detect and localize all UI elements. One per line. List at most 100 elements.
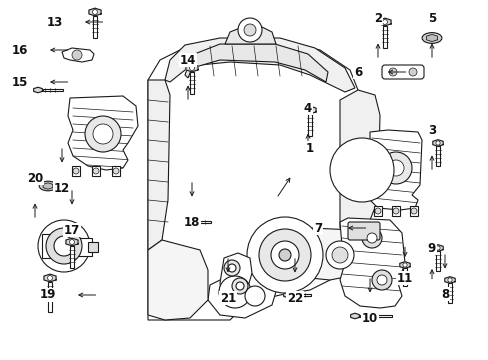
Circle shape <box>85 116 121 152</box>
Polygon shape <box>432 140 442 146</box>
Circle shape <box>435 141 439 145</box>
Polygon shape <box>350 313 359 319</box>
Polygon shape <box>339 90 379 230</box>
Text: 22: 22 <box>286 292 303 305</box>
Text: 1: 1 <box>305 141 313 154</box>
Circle shape <box>388 68 396 76</box>
Polygon shape <box>283 292 292 298</box>
Circle shape <box>392 208 398 214</box>
Ellipse shape <box>421 33 441 44</box>
Circle shape <box>374 208 380 214</box>
Text: 5: 5 <box>427 12 435 24</box>
Text: 8: 8 <box>440 288 448 301</box>
FancyBboxPatch shape <box>381 65 423 79</box>
Polygon shape <box>62 48 94 62</box>
Circle shape <box>72 50 82 60</box>
Circle shape <box>270 241 298 269</box>
Circle shape <box>93 168 99 174</box>
Bar <box>435 251 439 271</box>
Bar <box>70 246 74 268</box>
Bar <box>447 283 451 303</box>
Polygon shape <box>444 277 454 283</box>
Circle shape <box>351 160 371 180</box>
Bar <box>359 315 391 317</box>
Circle shape <box>387 160 403 176</box>
Text: 10: 10 <box>361 311 377 324</box>
Circle shape <box>92 10 97 14</box>
Circle shape <box>339 148 383 192</box>
Bar <box>409 206 417 216</box>
Circle shape <box>246 217 323 293</box>
Bar <box>435 146 439 166</box>
Polygon shape <box>148 80 170 250</box>
Polygon shape <box>309 220 369 280</box>
Polygon shape <box>378 18 390 26</box>
Circle shape <box>244 286 264 306</box>
Circle shape <box>279 249 290 261</box>
Polygon shape <box>68 96 138 170</box>
Circle shape <box>54 236 74 256</box>
Bar <box>307 114 311 136</box>
Polygon shape <box>66 238 78 246</box>
Polygon shape <box>339 218 404 308</box>
Polygon shape <box>184 44 327 82</box>
Bar <box>403 268 406 286</box>
Circle shape <box>38 220 90 272</box>
Polygon shape <box>185 64 198 72</box>
Circle shape <box>361 228 381 248</box>
Text: 14: 14 <box>180 54 196 67</box>
Circle shape <box>410 208 416 214</box>
Circle shape <box>47 275 52 280</box>
Polygon shape <box>148 240 207 320</box>
Circle shape <box>93 124 113 144</box>
Circle shape <box>366 233 376 243</box>
Text: 21: 21 <box>220 292 236 305</box>
Circle shape <box>244 24 256 36</box>
Text: 7: 7 <box>313 221 322 234</box>
Circle shape <box>402 263 407 267</box>
Circle shape <box>259 229 310 281</box>
Bar <box>48 282 52 312</box>
Bar <box>88 242 98 252</box>
Bar <box>383 26 386 48</box>
Text: 9: 9 <box>427 242 435 255</box>
Circle shape <box>379 152 411 184</box>
Circle shape <box>226 284 243 300</box>
Text: 12: 12 <box>54 181 70 194</box>
Circle shape <box>224 260 240 276</box>
Circle shape <box>329 138 393 202</box>
Circle shape <box>46 228 82 264</box>
Circle shape <box>189 66 194 71</box>
Text: 13: 13 <box>47 15 63 28</box>
Bar <box>74 238 92 256</box>
Text: 19: 19 <box>40 288 56 302</box>
Bar <box>93 16 97 38</box>
Text: 6: 6 <box>353 66 362 78</box>
Polygon shape <box>148 40 357 320</box>
Bar <box>373 206 381 216</box>
Bar <box>292 294 310 296</box>
Text: 15: 15 <box>12 76 28 89</box>
Circle shape <box>371 270 391 290</box>
Polygon shape <box>220 253 251 303</box>
Polygon shape <box>207 270 278 318</box>
Polygon shape <box>44 274 56 282</box>
Ellipse shape <box>39 181 57 191</box>
Circle shape <box>382 19 386 24</box>
Polygon shape <box>164 38 354 92</box>
Text: 20: 20 <box>27 171 43 184</box>
Polygon shape <box>432 245 442 251</box>
Circle shape <box>231 278 247 294</box>
Bar <box>72 166 80 176</box>
Bar <box>391 206 399 216</box>
Circle shape <box>219 276 250 308</box>
Circle shape <box>236 282 244 290</box>
Polygon shape <box>399 262 409 268</box>
Polygon shape <box>89 8 101 16</box>
FancyBboxPatch shape <box>347 222 379 240</box>
Polygon shape <box>304 106 315 114</box>
Text: 18: 18 <box>183 216 200 229</box>
Polygon shape <box>426 35 437 42</box>
Circle shape <box>331 247 347 263</box>
Bar <box>193 221 210 223</box>
